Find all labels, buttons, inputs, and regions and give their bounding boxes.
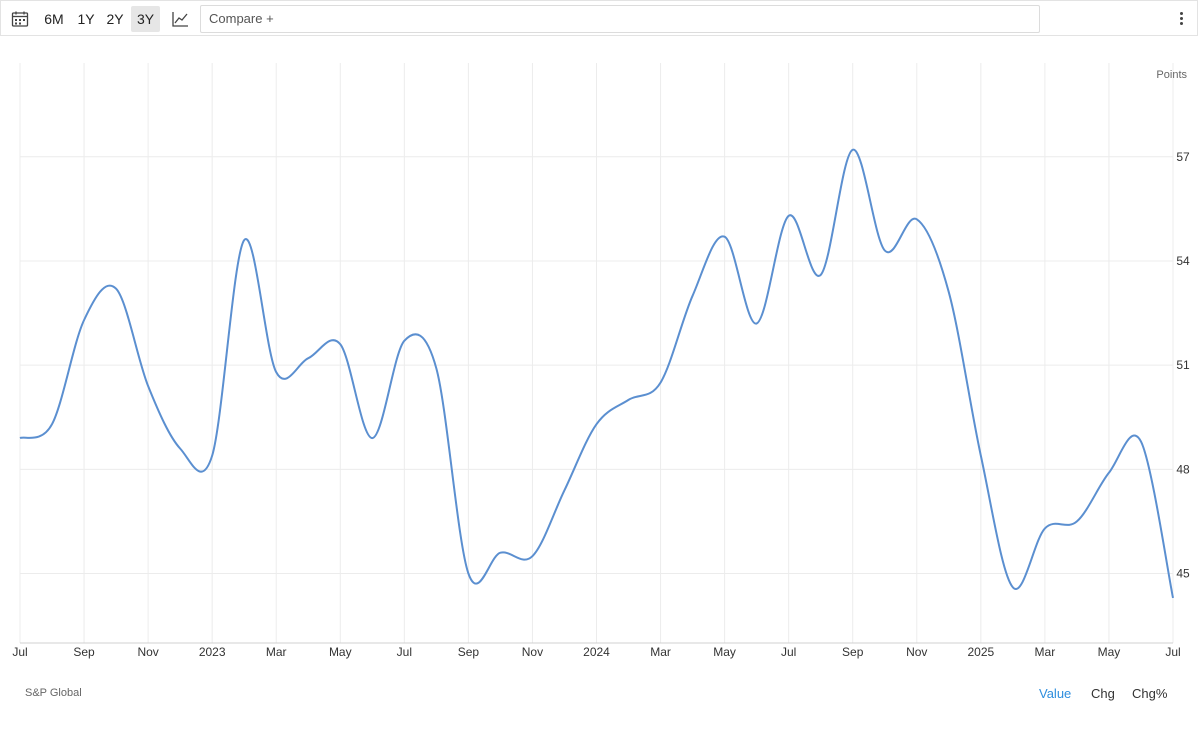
range-3y-button[interactable]: 3Y: [131, 6, 160, 32]
x-tick-label: 2025: [967, 645, 994, 659]
mode-chg-button[interactable]: Chg: [1091, 686, 1115, 701]
range-6m-button[interactable]: 6M: [44, 11, 64, 27]
x-tick-label: Mar: [266, 645, 287, 659]
more-vertical-icon[interactable]: [1177, 10, 1185, 28]
y-axis-label: Points: [1156, 69, 1187, 81]
series-line: [19, 148, 1174, 599]
y-tick-label: 45: [1176, 567, 1190, 581]
x-tick-label: May: [1098, 645, 1121, 659]
x-tick-label: Nov: [137, 645, 158, 659]
calendar-icon[interactable]: [11, 10, 29, 28]
x-tick-label: Sep: [73, 645, 95, 659]
x-tick-label: Jul: [12, 645, 27, 659]
x-tick-label: Mar: [650, 645, 671, 659]
x-tick-label: Sep: [842, 645, 864, 659]
x-tick-label: Jul: [397, 645, 412, 659]
x-axis: Jul Sep Nov 2023 Mar May Jul Sep Nov 2024 Mar May Ju…: [12, 645, 1180, 659]
source-label: S&P Global: [25, 687, 82, 699]
x-tick-label: Nov: [522, 645, 543, 659]
y-axis: 45 48 51 54 57: [1176, 150, 1190, 581]
x-tick-label: Jul: [781, 645, 796, 659]
range-2y-button[interactable]: 2Y: [106, 11, 124, 27]
chart-toolbar: 6M 1Y 2Y 3Y Compare +: [0, 0, 1198, 36]
compare-input[interactable]: Compare +: [200, 5, 1040, 33]
y-tick-label: 57: [1176, 150, 1190, 164]
x-tick-label: May: [713, 645, 736, 659]
y-tick-label: 54: [1176, 254, 1190, 268]
mode-chg-pct-button[interactable]: Chg%: [1132, 686, 1168, 701]
range-1y-button[interactable]: 1Y: [77, 11, 95, 27]
mode-value-button[interactable]: Value: [1039, 686, 1072, 701]
x-tick-label: May: [329, 645, 352, 659]
x-tick-label: 2023: [199, 645, 226, 659]
line-chart-icon[interactable]: [171, 10, 189, 28]
x-tick-label: Nov: [906, 645, 927, 659]
x-tick-label: Sep: [458, 645, 480, 659]
x-tick-label: Mar: [1035, 645, 1056, 659]
x-tick-label: 2024: [583, 645, 610, 659]
x-tick-label: Jul: [1165, 645, 1180, 659]
chart-grid: [19, 63, 1174, 644]
y-tick-label: 48: [1176, 462, 1190, 476]
y-tick-label: 51: [1176, 358, 1190, 372]
